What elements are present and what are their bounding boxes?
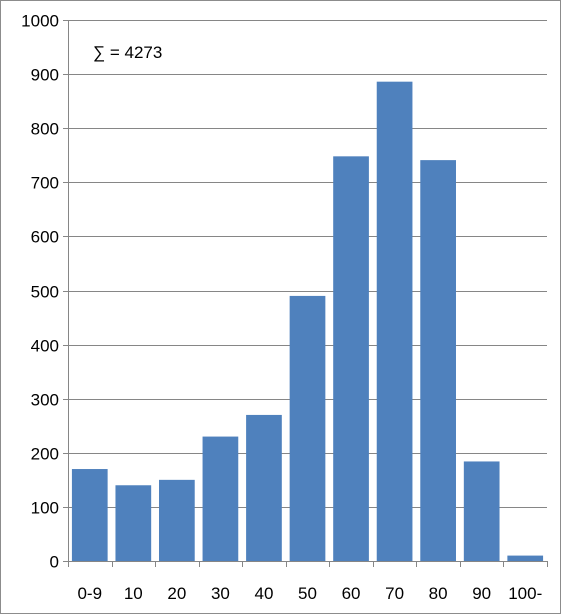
x-tick-label: 90 [472, 584, 491, 603]
x-tick-label: 100- [508, 584, 542, 603]
x-tick-label: 30 [211, 584, 230, 603]
x-tick-label: 10 [124, 584, 143, 603]
bar-100- [507, 555, 544, 561]
x-tick-label: 50 [298, 584, 317, 603]
bar-30 [202, 436, 239, 561]
bar-70 [376, 81, 413, 561]
y-tick-label: 600 [31, 228, 59, 247]
y-tick-label: 0 [50, 553, 59, 572]
x-tick-label: 60 [342, 584, 361, 603]
bar-80 [420, 160, 456, 561]
y-tick-label: 900 [31, 66, 59, 85]
x-tick-label: 70 [385, 584, 404, 603]
x-tick-label: 20 [167, 584, 186, 603]
y-tick-label: 1000 [21, 12, 59, 31]
y-tick-label: 400 [31, 337, 59, 356]
y-tick-label: 300 [31, 391, 59, 410]
y-tick-label: 500 [31, 283, 59, 302]
y-tick-label: 200 [31, 445, 59, 464]
bar-50 [289, 295, 326, 561]
bar-40 [246, 414, 282, 561]
sum-annotation: ∑ = 4273 [93, 43, 162, 62]
bar-10 [115, 485, 152, 561]
bar-60 [333, 156, 369, 561]
bar-90 [463, 461, 500, 561]
axes [68, 20, 547, 562]
x-tick-label: 0-9 [77, 584, 102, 603]
x-tick-label: 40 [254, 584, 273, 603]
y-tick-label: 100 [31, 499, 59, 518]
bars [71, 81, 544, 561]
y-tick-label: 800 [31, 120, 59, 139]
y-tick-labels: 0 100 200 300 400 500 600 700 800 900 1000 [21, 12, 59, 572]
bar-20 [159, 479, 195, 561]
x-tick-labels: 0-9 10 20 30 40 50 60 70 80 90 100- [77, 584, 542, 603]
y-tick-label: 700 [31, 174, 59, 193]
x-tick-label: 80 [429, 584, 448, 603]
bar-0-9 [71, 469, 108, 561]
